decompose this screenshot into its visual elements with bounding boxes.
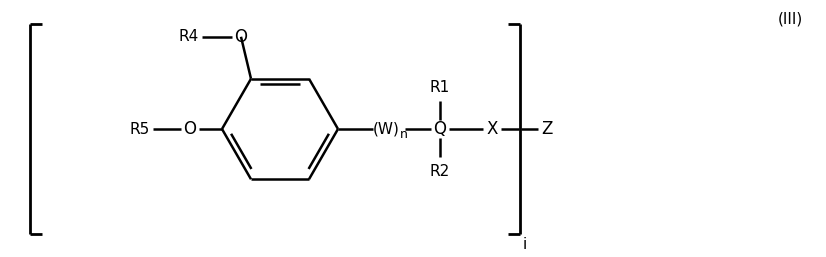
Text: R2: R2 [430, 163, 450, 179]
Text: (W): (W) [373, 122, 400, 136]
Text: X: X [487, 120, 498, 138]
Text: (III): (III) [777, 12, 803, 26]
Text: Z: Z [541, 120, 553, 138]
Text: Q: Q [434, 120, 447, 138]
Text: R4: R4 [179, 29, 199, 44]
Text: R1: R1 [430, 79, 450, 95]
Text: O: O [183, 120, 197, 138]
Text: n: n [400, 127, 408, 141]
Text: R5: R5 [130, 122, 150, 136]
Text: i: i [523, 237, 527, 252]
Text: O: O [235, 28, 248, 46]
